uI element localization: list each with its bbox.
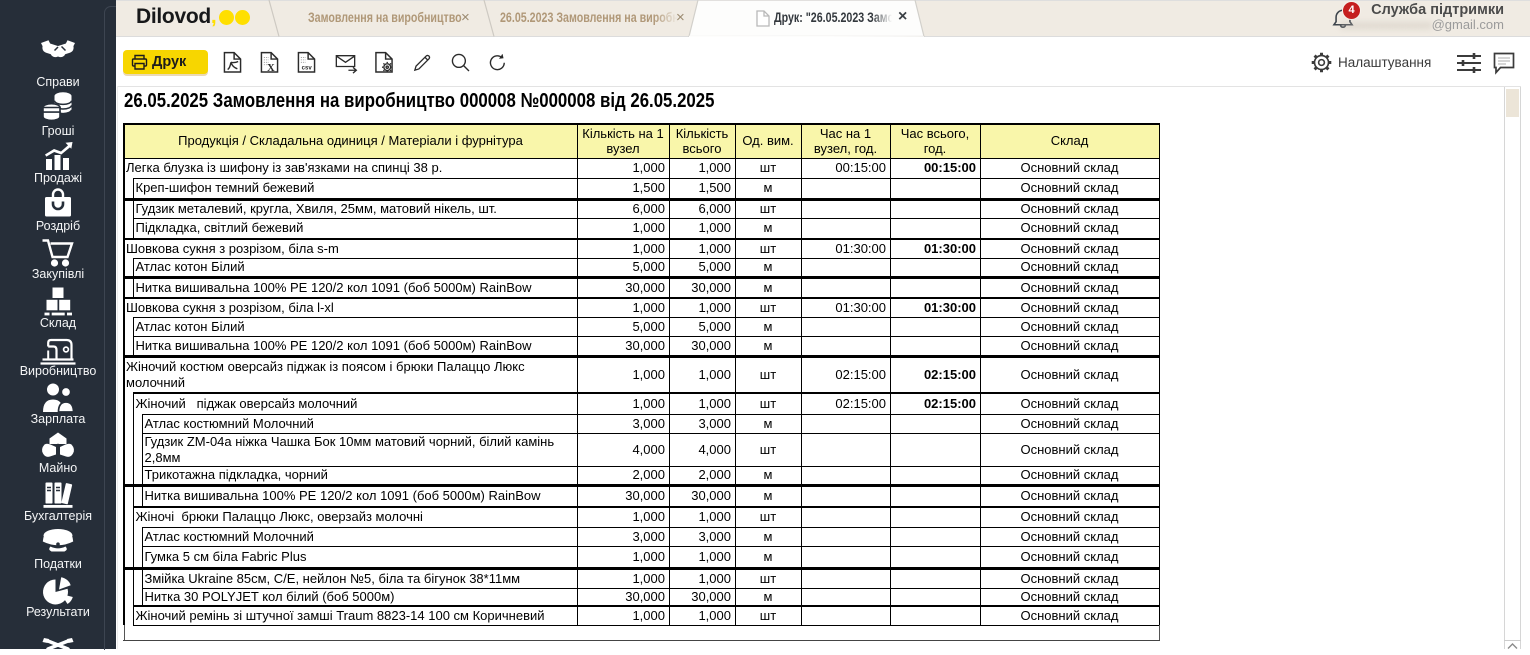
svg-text:X: X <box>267 63 275 73</box>
svg-text:csv: csv <box>302 66 313 72</box>
